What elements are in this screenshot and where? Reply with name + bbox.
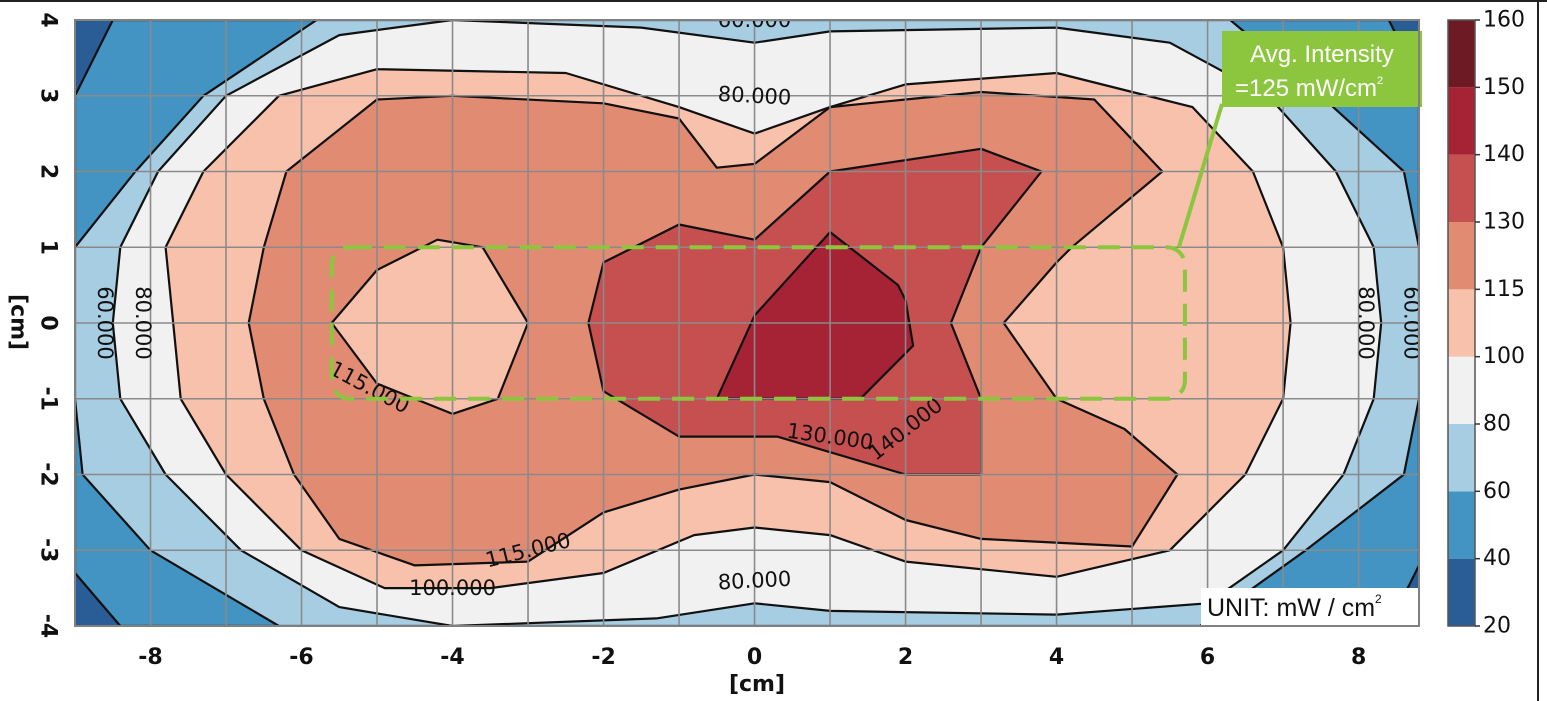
x-tick-3: -2 [591, 645, 615, 670]
axes: -8 -6 -4 -2 0 2 4 6 8 4 3 2 1 0 -1 -2 -3 -4 [cm] [cm] [6, 12, 1420, 697]
callout-line [1177, 103, 1224, 248]
colorbar-tick-7: 140 [1483, 142, 1525, 167]
callout-box [1222, 31, 1422, 107]
contour-label-11: 80.000 [717, 567, 792, 595]
colorbar-tick-5: 115 [1483, 277, 1525, 302]
colorbar-tick-0: 20 [1483, 614, 1511, 639]
x-tick-5: 2 [898, 645, 913, 670]
colorbar-band-115 [1448, 222, 1475, 290]
y-tick-8: -4 [36, 614, 61, 638]
y-tick-0: 4 [36, 12, 61, 27]
callout-line1: Avg. Intensity [1250, 41, 1394, 68]
colorbar-tick-3: 80 [1483, 412, 1511, 437]
contour-label-1: 80.000 [717, 82, 792, 110]
contour-label-3: 80.000 [131, 286, 155, 359]
colorbar-tick-1: 40 [1483, 546, 1511, 571]
colorbar-tick-4: 100 [1483, 344, 1525, 369]
unit-box [1201, 588, 1418, 625]
colorbar-band-140 [1448, 87, 1475, 155]
x-tick-4: 0 [747, 645, 762, 670]
y-tick-2: 2 [36, 164, 61, 179]
y-tick-1: 3 [36, 88, 61, 103]
colorbar-tick-6: 130 [1483, 210, 1525, 235]
colorbar-band-130 [1448, 154, 1475, 222]
x-tick-6: 4 [1049, 645, 1064, 670]
unit-sup: 2 [1375, 592, 1382, 606]
contour-label-2: 60.000 [93, 286, 117, 359]
colorbar-band-80 [1448, 356, 1475, 424]
x-axis-label: [cm] [729, 672, 785, 697]
x-tick-2: -4 [440, 645, 464, 670]
contour-label-0: 60.000 [718, 8, 791, 32]
y-tick-7: -3 [36, 538, 61, 562]
x-tick-7: 6 [1200, 645, 1215, 670]
colorbar-tick-2: 60 [1483, 479, 1511, 504]
plot-frame [74, 19, 1420, 627]
contour-140-7 [715, 231, 915, 400]
x-tick-0: -8 [138, 645, 162, 670]
colorbar-band-60 [1448, 424, 1475, 492]
colorbar-tick-9: 160 [1483, 8, 1525, 33]
y-tick-5: -1 [36, 387, 61, 411]
contour-label-5: 60.000 [1399, 286, 1423, 359]
x-tick-1: -6 [289, 645, 313, 670]
x-tick-8: 8 [1351, 645, 1366, 670]
callout-line2: =125 mW/cm2 [1235, 75, 1383, 102]
grid-lines [75, 20, 1419, 626]
colorbar-frame [1447, 19, 1476, 627]
contour-label-4: 80.000 [1354, 286, 1378, 359]
avg-region-box [329, 245, 1187, 401]
colorbar-band-20 [1448, 558, 1475, 626]
y-tick-6: -2 [36, 462, 61, 486]
colorbar-band-40 [1448, 491, 1475, 559]
colorbar-tick-8: 150 [1483, 75, 1525, 100]
avg-intensity-annotation: Avg. Intensity =125 mW/cm2 UNIT: mW / cm2 [329, 31, 1422, 625]
callout-sup: 2 [1377, 75, 1383, 87]
unit-label: UNIT: mW / cm2 [1207, 592, 1382, 622]
colorbar-band-150 [1448, 20, 1475, 88]
y-tick-3: 1 [36, 240, 61, 255]
y-tick-4: 0 [36, 315, 61, 330]
y-axis-label: [cm] [6, 294, 31, 350]
colorbar-band-100 [1448, 289, 1475, 357]
contour-label-10: 100.000 [409, 576, 496, 600]
